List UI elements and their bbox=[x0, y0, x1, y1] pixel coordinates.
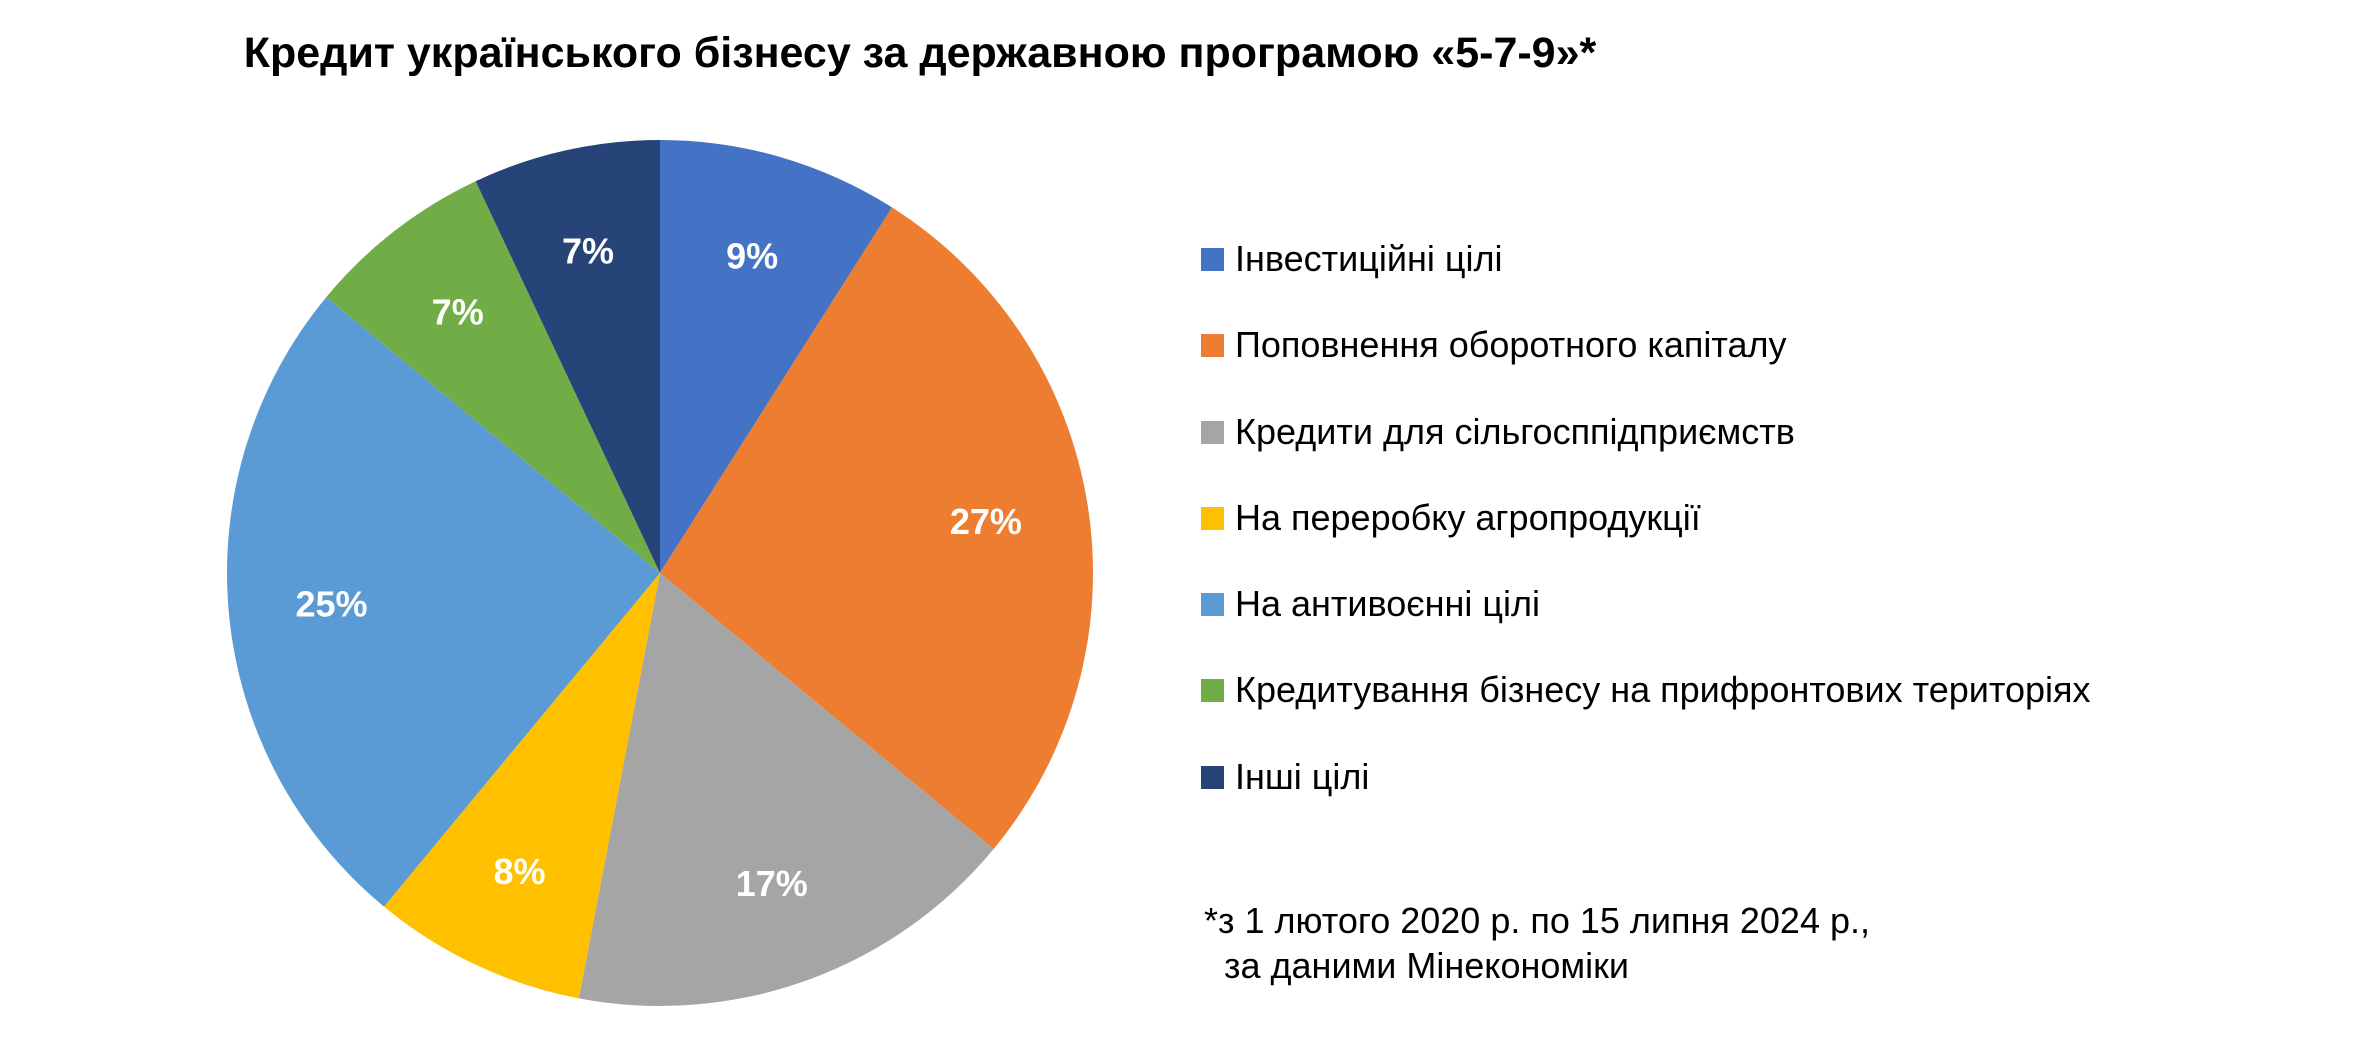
pie-data-label-6: 7% bbox=[432, 292, 484, 333]
pie-data-label-1: 9% bbox=[726, 236, 778, 277]
footnote-line-1: *з 1 лютого 2020 р. по 15 липня 2024 р., bbox=[1204, 900, 1870, 941]
pie-data-label-2: 27% bbox=[950, 501, 1022, 542]
legend-label: Інвестиційні цілі bbox=[1235, 238, 1503, 279]
legend-label: На антивоєнні цілі bbox=[1235, 583, 1541, 625]
pie-slice-3 bbox=[578, 573, 994, 1006]
chart-legend: Інвестиційні цілі Поповнення оборотного к… bbox=[1201, 227, 2091, 831]
legend-swatch bbox=[1201, 506, 1224, 530]
pie-slice-4 bbox=[384, 573, 660, 999]
pie-chart: 9% 27% 17% 8% 25% 7% 7% bbox=[227, 140, 1093, 1006]
legend-label: Інші цілі bbox=[1235, 755, 1370, 797]
legend-label: Кредитування бізнесу на прифронтових тер… bbox=[1235, 669, 2091, 711]
legend-label: Кредити для сільгосппідприємств bbox=[1235, 410, 1795, 452]
pie-data-label-3: 17% bbox=[736, 863, 808, 904]
legend-item-6: Кредитування бізнесу на прифронтових тер… bbox=[1201, 658, 2091, 744]
pie-slice-1 bbox=[660, 140, 893, 573]
legend-label: На переробку агропродукції bbox=[1235, 496, 1701, 538]
legend-item-4: На переробку агропродукції bbox=[1201, 486, 2091, 572]
pie-slice-5 bbox=[227, 297, 660, 907]
pie-data-label-4: 8% bbox=[493, 851, 545, 892]
pie-slice-2 bbox=[660, 207, 1093, 849]
pie-slices bbox=[227, 140, 1093, 1006]
legend-swatch bbox=[1201, 420, 1224, 444]
legend-item-5: На антивоєнні цілі bbox=[1201, 572, 2091, 658]
chart-title: Кредит українського бізнесу за державною… bbox=[243, 29, 1597, 77]
legend-item-1: Інвестиційні цілі bbox=[1201, 227, 2091, 313]
pie-data-label-7: 7% bbox=[562, 230, 614, 271]
legend-swatch bbox=[1201, 334, 1224, 358]
legend-item-7: Інші цілі bbox=[1201, 745, 2091, 831]
footnote: *з 1 лютого 2020 р. по 15 липня 2024 р.,… bbox=[1204, 898, 1870, 988]
legend-label: Поповнення оборотного капіталу bbox=[1235, 324, 1787, 366]
legend-swatch bbox=[1201, 248, 1224, 271]
legend-swatch bbox=[1201, 765, 1224, 789]
legend-swatch bbox=[1201, 679, 1224, 703]
pie-slice-6 bbox=[326, 181, 660, 573]
legend-item-3: Кредити для сільгосппідприємств bbox=[1201, 400, 2091, 486]
footnote-line-2: за даними Мінекономіки bbox=[1204, 945, 1629, 986]
legend-item-2: Поповнення оборотного капіталу bbox=[1201, 313, 2091, 399]
legend-swatch bbox=[1201, 593, 1224, 617]
pie-data-labels: 9% 27% 17% 8% 25% 7% 7% bbox=[295, 230, 1021, 904]
pie-slice-7 bbox=[475, 140, 660, 573]
pie-data-label-5: 25% bbox=[295, 584, 367, 625]
